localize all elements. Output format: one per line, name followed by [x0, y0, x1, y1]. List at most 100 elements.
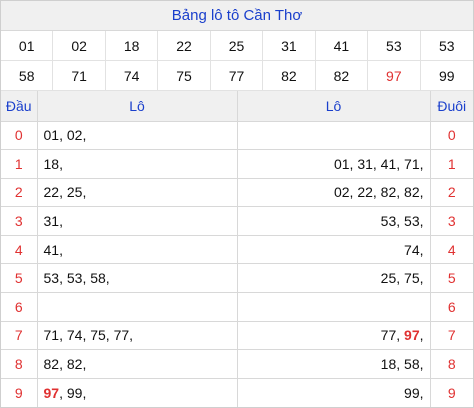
loto-row: 3 31, 53, 53, 3 — [1, 206, 473, 236]
separator: , — [82, 184, 87, 201]
dau-digit: 2 — [1, 178, 38, 208]
loto-number: 53 — [66, 270, 83, 287]
loto-table: Đầu Lô Lô Đuôi 0 01, 02, 0 1 18, 01, 31, 41… — [1, 91, 473, 407]
loto-number: 31 — [357, 155, 373, 172]
lo-right-cell: 74, — [237, 235, 431, 265]
separator: , — [419, 384, 424, 401]
separator: , — [396, 327, 405, 344]
lo-right-cell: 01, 31, 41, 71, — [237, 149, 431, 179]
dau-digit: 6 — [1, 292, 38, 322]
result-number-cell: 75 — [158, 61, 211, 91]
loto-number: 77 — [380, 327, 397, 344]
loto-number: 01 — [43, 127, 60, 144]
lo-left-cell: 18, — [37, 149, 238, 179]
duoi-digit: 5 — [430, 263, 473, 294]
loto-number: 31 — [43, 213, 60, 230]
lo-right-cell: 25, 75, — [237, 263, 431, 294]
loto-number: 74 — [404, 241, 420, 258]
result-number-cell: 18 — [105, 31, 159, 61]
result-number-cell: 82 — [263, 61, 316, 91]
dau-digit: 4 — [1, 235, 38, 265]
result-number-cell: 53 — [420, 31, 473, 61]
separator: , — [372, 184, 381, 201]
separator: , — [396, 356, 405, 373]
separator: , — [396, 184, 405, 201]
separator: , — [59, 270, 67, 287]
loto-number: 25 — [380, 270, 397, 287]
loto-number: 82 — [380, 184, 397, 201]
board-title: Bảng lô tô Cần Thơ — [1, 1, 473, 31]
duoi-digit: 9 — [447, 384, 456, 401]
lo-left-cell: 41, — [37, 235, 238, 265]
dau-digit: 3 — [1, 206, 38, 236]
loto-number: 18 — [43, 155, 60, 172]
loto-number: 41 — [43, 241, 60, 258]
lo-left-cell — [37, 292, 238, 322]
loto-number: 82 — [404, 184, 420, 201]
result-number-cell: 71 — [53, 61, 106, 91]
loto-number: 25 — [66, 184, 83, 201]
result-number-cell: 22 — [158, 31, 211, 61]
duoi-digit: 3 — [430, 206, 473, 236]
result-number-cell: 82 — [315, 61, 369, 91]
loto-number: 02 — [66, 127, 83, 144]
loto-row: 5 53, 53, 58, 25, 75, 5 — [1, 263, 473, 294]
duoi-digit: 6 — [430, 292, 473, 322]
duoi-digit: 0 — [430, 121, 473, 151]
lo-left-cell: 97, 99, — [37, 378, 238, 407]
separator: , — [59, 241, 63, 258]
loto-number: 71 — [404, 155, 420, 172]
result-number-cell: 58 — [1, 61, 54, 91]
separator: , — [59, 155, 63, 172]
loto-number: 22 — [43, 184, 60, 201]
dau-digit: 0 — [1, 121, 38, 151]
dau-digit: 5 — [1, 263, 38, 294]
separator: , — [59, 127, 67, 144]
result-number-cell: 01 — [1, 31, 54, 61]
separator: , — [59, 184, 67, 201]
loto-row: 2 22, 25, 02, 22, 82, 82, 2 — [1, 178, 473, 208]
separator: , — [419, 155, 424, 172]
loto-row: 0 01, 02, 0 — [1, 121, 473, 151]
duoi-digit: 4 — [430, 235, 473, 265]
separator: , — [349, 184, 358, 201]
lo-right-cell: 99, — [237, 378, 431, 407]
result-number-cell: 53 — [368, 31, 421, 61]
lo-left-cell: 01, 02, — [37, 121, 238, 151]
separator: , — [129, 327, 134, 344]
separator: , — [372, 155, 381, 172]
dau-digit: 7 — [1, 321, 38, 351]
loto-row: 9 97, 99, 99, 9 — [1, 378, 473, 407]
separator: , — [419, 327, 424, 344]
loto-number: 02 — [333, 184, 350, 201]
separator: , — [59, 327, 67, 344]
dau-digit: 1 — [1, 149, 38, 179]
loto-number: 75 — [404, 270, 420, 287]
loto-row: 7 71, 74, 75, 77, 77, 97, 7 — [1, 321, 473, 351]
separator: , — [419, 184, 424, 201]
separator: , — [419, 213, 424, 230]
loto-number: 41 — [380, 155, 397, 172]
loto-number: 97 — [43, 384, 60, 401]
separator: , — [105, 327, 114, 344]
lo-left-cell: 22, 25, — [37, 178, 238, 208]
duoi-digit: 1 — [430, 149, 473, 179]
duoi-digit: 8 — [430, 349, 473, 379]
header-lo-right: Lô — [237, 91, 431, 122]
header-lo-left: Lô — [37, 91, 238, 122]
lo-right-cell: 77, 97, — [237, 321, 431, 351]
lo-right-cell — [237, 121, 431, 151]
separator: , — [82, 327, 91, 344]
result-number-cell: 74 — [105, 61, 159, 91]
loto-number: 01 — [333, 155, 350, 172]
loto-number: 99 — [66, 384, 83, 401]
separator: , — [82, 356, 87, 373]
loto-number: 58 — [90, 270, 106, 287]
loto-header-row: Đầu Lô Lô Đuôi — [1, 91, 473, 122]
result-number-cell: 25 — [210, 31, 264, 61]
duoi-digit: 2 — [430, 178, 473, 208]
separator: , — [396, 155, 405, 172]
loto-number: 58 — [404, 356, 420, 373]
result-number-cell: 99 — [420, 61, 473, 91]
